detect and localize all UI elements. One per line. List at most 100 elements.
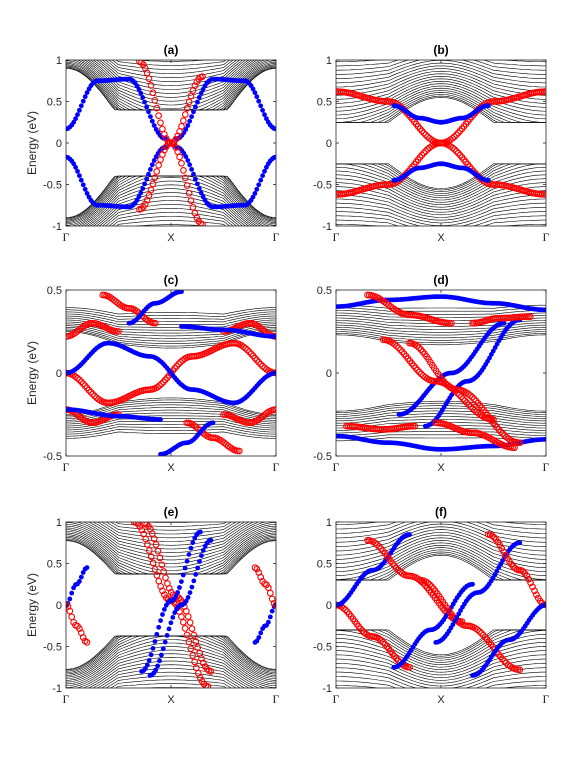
data-point	[542, 88, 546, 95]
data-point	[516, 666, 524, 674]
panel-title: (b)	[433, 43, 448, 57]
data-point	[197, 559, 202, 564]
data-point	[197, 220, 204, 226]
bulk-band-line	[82, 522, 260, 554]
data-point	[527, 579, 534, 587]
data-point	[189, 584, 195, 590]
bulk-band-line	[336, 431, 546, 436]
data-point	[166, 626, 172, 632]
data-point	[264, 116, 269, 122]
data-point	[451, 133, 458, 141]
data-point	[150, 646, 156, 651]
data-point	[496, 541, 504, 549]
y-tick-label: 1	[56, 55, 62, 67]
y-tick-label: -1	[322, 221, 332, 233]
surface-state-series	[438, 103, 491, 125]
bulk-band-line	[336, 70, 546, 96]
data-point	[195, 99, 200, 105]
bulk-band-line	[336, 642, 546, 673]
data-point	[73, 116, 78, 122]
data-point	[183, 104, 191, 112]
data-point	[260, 107, 265, 113]
bulk-band-line	[101, 671, 241, 688]
data-point	[151, 158, 157, 163]
data-point	[176, 153, 183, 161]
data-point	[497, 428, 505, 436]
data-point	[187, 162, 193, 168]
data-point	[375, 635, 383, 643]
data-point	[393, 564, 400, 572]
data-point	[138, 90, 144, 96]
bulk-band-line	[66, 309, 276, 318]
bulk-band-line	[66, 522, 276, 561]
data-point	[452, 618, 458, 624]
data-point	[80, 570, 86, 575]
data-point	[247, 350, 255, 358]
bulk-band-line	[336, 671, 546, 688]
data-point	[185, 638, 193, 646]
data-point	[83, 639, 91, 646]
data-point	[198, 529, 203, 535]
data-point	[375, 543, 383, 550]
data-point	[149, 162, 155, 168]
data-point	[183, 154, 189, 160]
panel-title: (a)	[164, 43, 179, 57]
plot-area	[336, 60, 546, 226]
surface-state-series	[433, 540, 523, 645]
data-point	[391, 341, 399, 348]
data-point	[139, 61, 147, 68]
data-point	[488, 532, 496, 540]
bulk-band-line	[66, 642, 276, 685]
bulk-band-line	[336, 60, 546, 75]
data-point	[158, 618, 164, 623]
data-point	[485, 103, 491, 109]
bulk-band-line	[336, 680, 546, 688]
data-point	[207, 668, 215, 675]
data-point	[359, 627, 366, 635]
y-tick-label: 0	[56, 368, 62, 380]
surface-state-series	[66, 601, 91, 646]
panel-b: -1 -0.5 0 0.5 1 Γ X Γ (b)	[313, 43, 550, 244]
data-point	[500, 548, 507, 556]
data-point	[132, 522, 140, 526]
data-point	[178, 159, 185, 167]
data-point	[514, 439, 522, 446]
data-point	[191, 109, 196, 115]
data-point	[195, 181, 200, 187]
data-point	[411, 422, 419, 430]
y-tick-label: 0.5	[317, 285, 332, 297]
surface-state-series	[147, 537, 214, 678]
data-point	[80, 182, 86, 188]
data-point	[253, 565, 261, 573]
bulk-band-line	[336, 60, 546, 62]
bulk-band-line	[82, 656, 260, 688]
data-point	[397, 346, 404, 354]
data-point	[490, 348, 496, 354]
data-point	[185, 189, 193, 197]
bulk-band-line	[336, 544, 546, 580]
bulk-band-line	[336, 163, 546, 199]
bulk-band-line	[66, 307, 276, 315]
data-point	[184, 558, 190, 564]
bulk-band-line	[336, 402, 546, 413]
data-point	[266, 589, 274, 597]
bulk-band-line	[95, 196, 247, 226]
data-point	[74, 374, 81, 382]
data-point	[147, 82, 155, 89]
bulk-band-line	[66, 639, 276, 683]
data-point	[529, 583, 536, 591]
data-point	[252, 191, 258, 196]
data-point	[154, 631, 160, 637]
data-point	[184, 613, 192, 620]
y-tick-label: -0.5	[43, 180, 62, 192]
data-point	[157, 119, 164, 127]
data-point	[257, 360, 265, 368]
surface-state-series	[66, 319, 122, 340]
data-point	[183, 598, 189, 604]
data-point	[178, 123, 185, 130]
bulk-band-line	[76, 60, 266, 111]
data-point	[73, 164, 78, 170]
data-point	[449, 134, 456, 142]
bulk-bands	[66, 522, 276, 688]
data-point	[260, 173, 265, 179]
